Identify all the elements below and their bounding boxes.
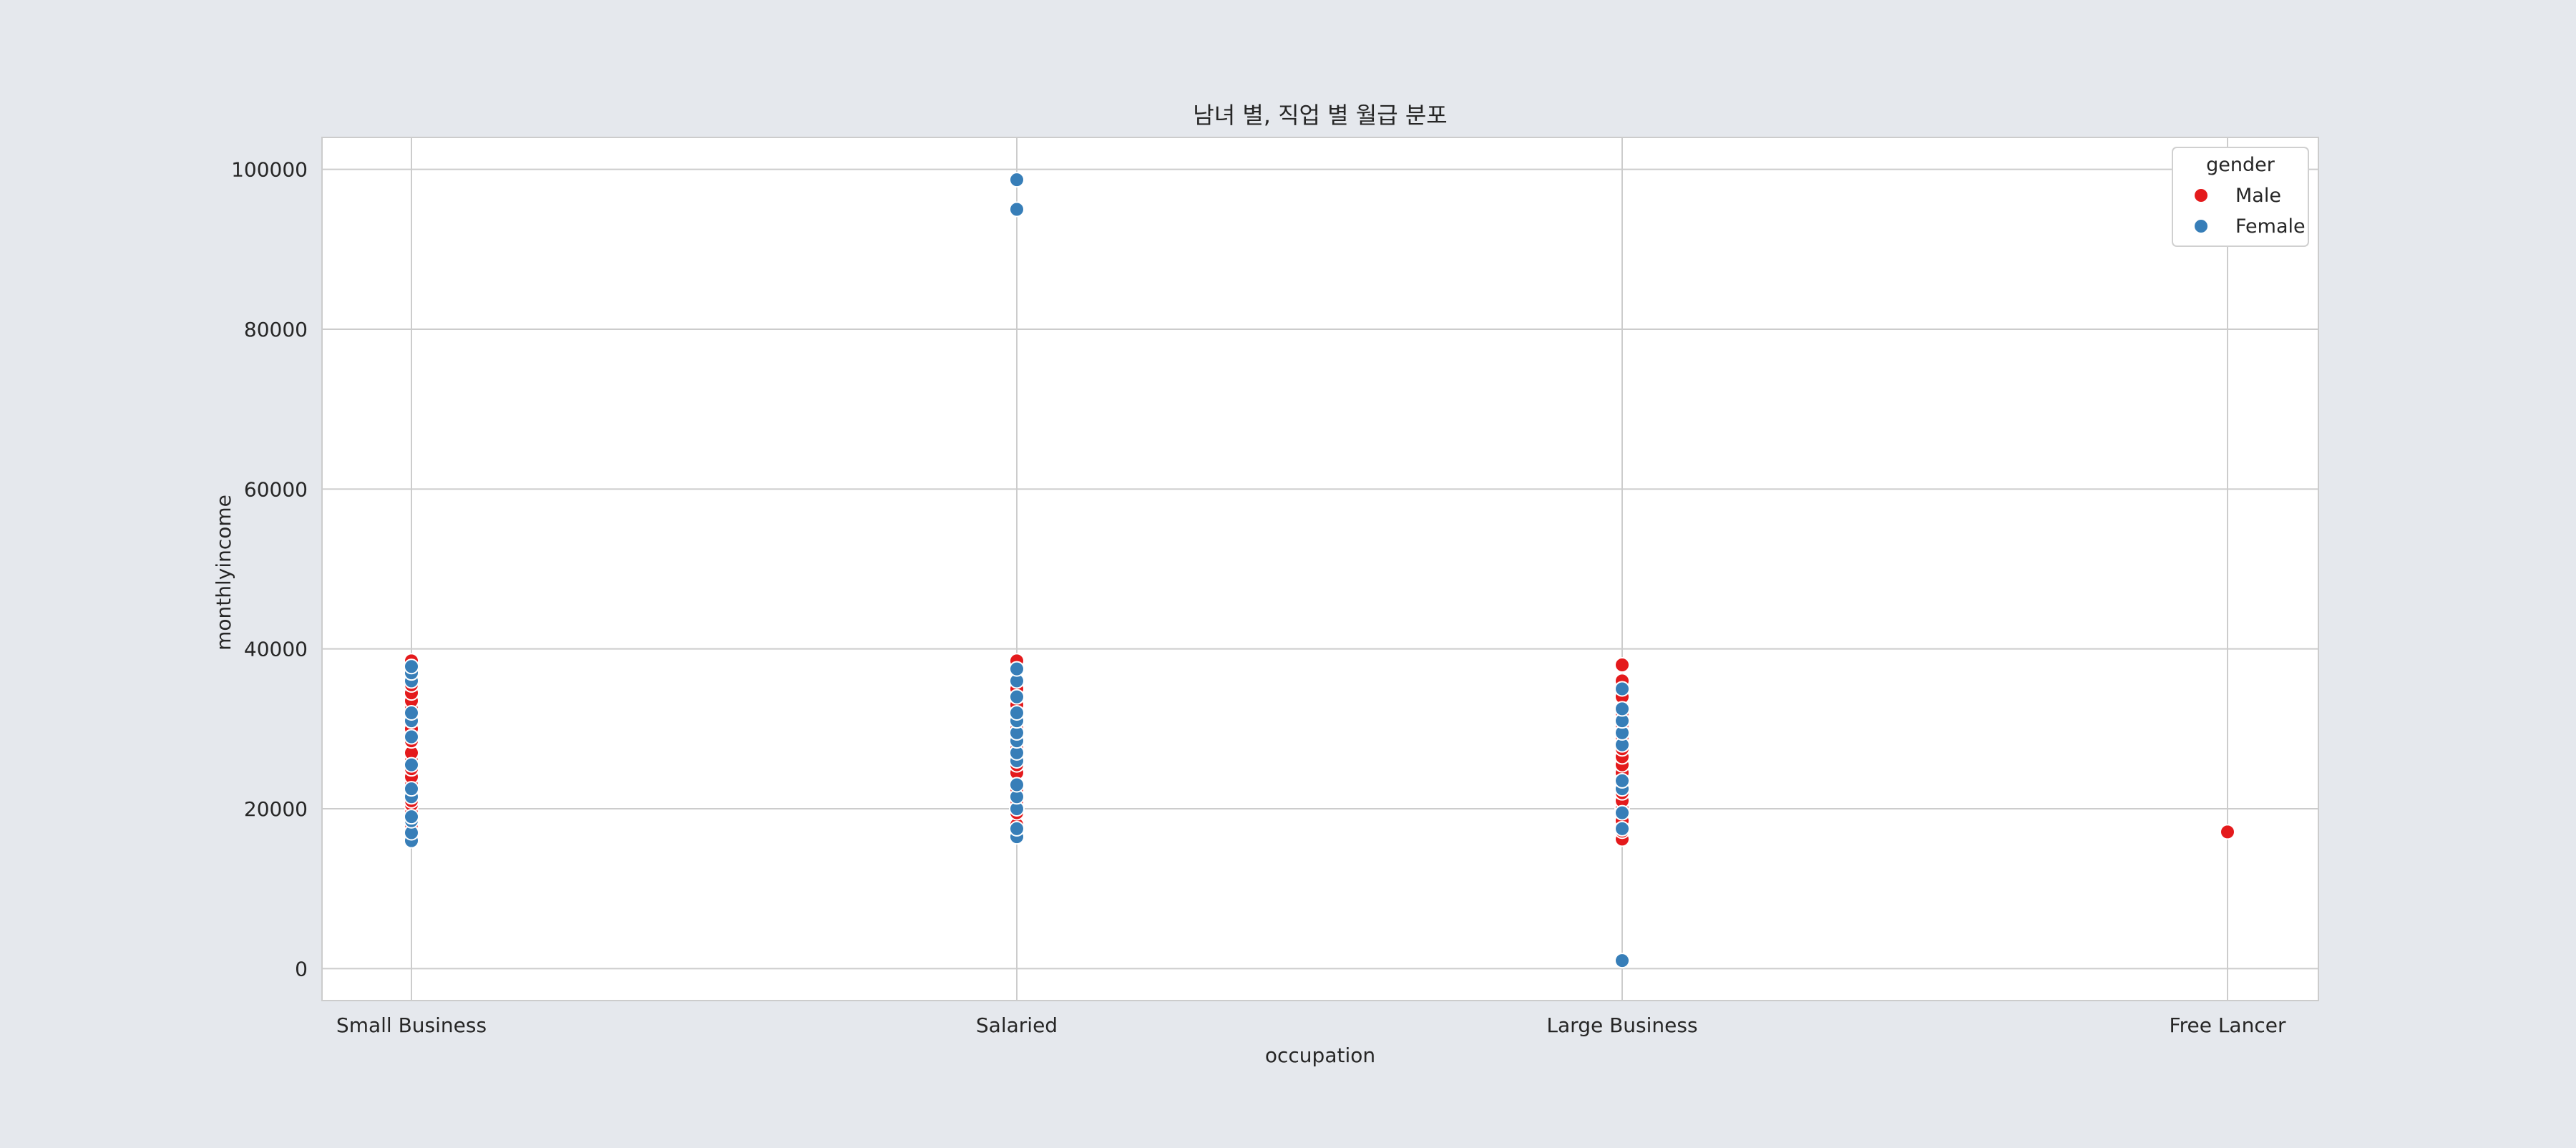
data-point-female xyxy=(1614,953,1630,969)
data-point-male xyxy=(2220,824,2235,840)
chart-title: 남녀 별, 직업 별 월급 분포 xyxy=(1193,102,1447,129)
data-point-female xyxy=(404,705,419,721)
y-axis-label: monthlyincome xyxy=(212,495,235,651)
data-point-female xyxy=(1614,820,1630,837)
data-point-female xyxy=(404,809,419,825)
data-point-female xyxy=(404,729,419,745)
data-point-female xyxy=(1009,777,1025,793)
data-point-male xyxy=(1614,657,1630,673)
y-tick-label: 80000 xyxy=(244,318,308,341)
data-point-female xyxy=(404,781,419,797)
x-tick-label: Salaried xyxy=(976,1013,1058,1037)
x-axis-label: occupation xyxy=(1265,1044,1375,1067)
data-point-female xyxy=(404,658,419,675)
y-tick-label: 100000 xyxy=(231,158,308,182)
legend-marker-male xyxy=(2193,188,2209,203)
y-tick-label: 20000 xyxy=(244,797,308,821)
data-point-female xyxy=(1009,705,1025,721)
legend-label-female: Female xyxy=(2235,215,2306,238)
data-point-female xyxy=(1009,820,1025,837)
legend-marker-female xyxy=(2193,218,2209,234)
legend-label-male: Male xyxy=(2235,185,2281,207)
axis-ticks: 0 20000 40000 60000 80000 100000 Small Busines… xyxy=(231,158,2286,1037)
x-tick-label: Free Lancer xyxy=(2170,1013,2286,1037)
data-point-female xyxy=(1614,804,1630,821)
data-point-female xyxy=(1614,681,1630,697)
x-tick-label: Large Business xyxy=(1546,1013,1697,1037)
y-tick-label: 40000 xyxy=(244,638,308,661)
data-points xyxy=(404,172,2235,969)
y-tick-label: 0 xyxy=(295,957,308,981)
data-point-female xyxy=(1614,701,1630,717)
data-point-female xyxy=(1614,772,1630,789)
data-point-female xyxy=(1009,201,1025,218)
grid-lines xyxy=(322,137,2318,1001)
y-tick-label: 60000 xyxy=(244,477,308,501)
data-point-female xyxy=(404,757,419,773)
legend-title: gender xyxy=(2206,154,2275,176)
x-tick-label: Small Business xyxy=(336,1013,487,1037)
legend: gender Male Female xyxy=(2172,147,2309,247)
data-point-female xyxy=(1009,172,1025,188)
plot-background xyxy=(321,137,2319,1001)
data-point-female xyxy=(1009,689,1025,705)
data-point-female xyxy=(1009,661,1025,677)
